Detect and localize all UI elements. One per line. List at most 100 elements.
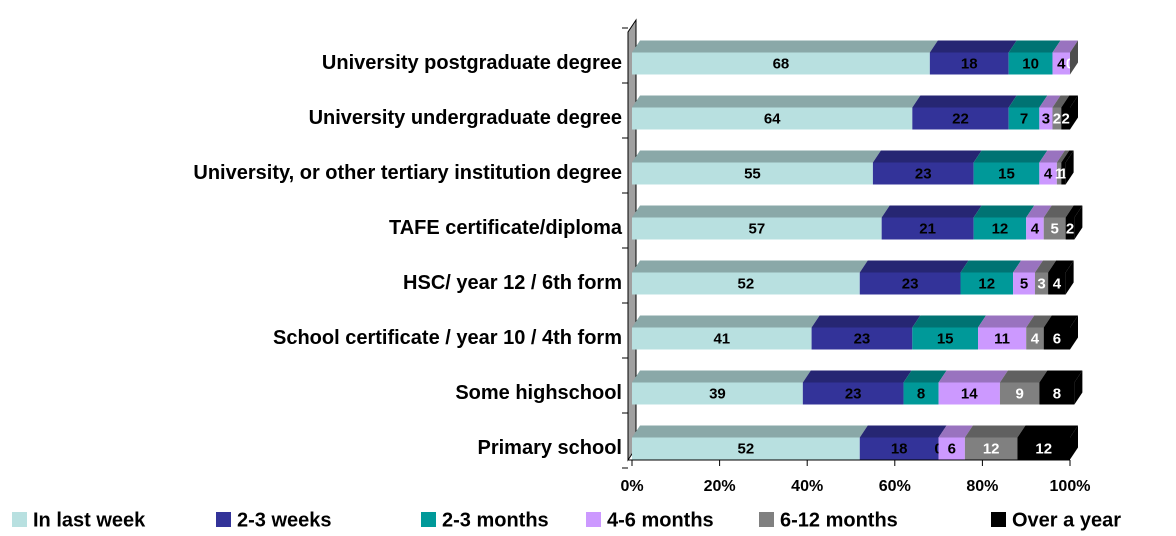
bar <box>1061 162 1066 185</box>
bar-depth <box>872 150 982 163</box>
bar <box>1039 382 1075 405</box>
bar <box>1052 107 1062 130</box>
value-label: 12 <box>1035 440 1052 457</box>
value-label: 4 <box>1057 55 1066 72</box>
bar-side <box>1065 260 1074 295</box>
bar-depth <box>1026 315 1052 328</box>
legend-swatch <box>12 512 27 527</box>
bar-depth <box>973 150 1048 163</box>
bar-depth <box>960 260 1022 273</box>
bar-depth <box>1048 260 1074 273</box>
value-label: 2 <box>1053 110 1061 127</box>
category-label: University postgraduate degree <box>322 52 622 74</box>
bar-side <box>1074 370 1083 405</box>
bar-depth <box>912 95 1017 108</box>
bar-depth <box>912 315 987 328</box>
bar-depth <box>1065 205 1083 218</box>
value-label: 68 <box>773 55 790 72</box>
value-label: 23 <box>902 275 919 292</box>
value-label: 4 <box>1053 275 1062 292</box>
value-label: 8 <box>917 385 925 402</box>
bar <box>1061 107 1070 130</box>
value-label: 21 <box>919 220 936 237</box>
bar <box>1008 52 1053 75</box>
value-label: 5 <box>1050 220 1058 237</box>
legend-swatch <box>991 512 1006 527</box>
value-label: 4 <box>1044 165 1053 182</box>
bar-depth <box>1043 205 1074 218</box>
bar-depth <box>1043 315 1078 328</box>
bar <box>632 437 860 460</box>
bar <box>632 272 860 295</box>
value-label: 41 <box>713 330 730 347</box>
value-label: 18 <box>961 55 978 72</box>
bar-depth <box>973 205 1035 218</box>
legend-label: Over a year <box>1012 509 1121 531</box>
bar-depth <box>964 425 1026 438</box>
value-label: 11 <box>994 330 1010 347</box>
value-label: 1 <box>1055 165 1063 182</box>
bar <box>1052 52 1070 75</box>
value-label: 55 <box>744 165 761 182</box>
bar-depth <box>1061 150 1074 163</box>
bar <box>964 437 1018 460</box>
bar-depth <box>1052 95 1070 108</box>
bar <box>999 382 1040 405</box>
category-label: Some highschool <box>455 382 622 404</box>
bar <box>1026 327 1044 350</box>
category-label: School certificate / year 10 / 4th form <box>273 327 622 349</box>
bar-side <box>1065 150 1074 185</box>
bar-depth <box>1039 150 1065 163</box>
bar-side <box>1070 425 1078 460</box>
bar-depth <box>938 425 973 438</box>
value-label: 8 <box>1053 385 1061 402</box>
bar <box>978 327 1027 350</box>
bar-depth <box>881 205 982 218</box>
value-label: 2 <box>1061 110 1069 127</box>
bar <box>632 162 873 185</box>
value-label: 12 <box>978 275 995 292</box>
value-label: 52 <box>738 440 755 457</box>
value-label: 23 <box>854 330 871 347</box>
value-label: 6 <box>948 440 956 457</box>
bar <box>1017 437 1070 460</box>
bar <box>632 107 913 130</box>
bar <box>903 382 939 405</box>
category-label: University undergraduate degree <box>309 107 622 129</box>
bar <box>1026 217 1044 240</box>
bar <box>912 107 1009 130</box>
bar <box>1056 162 1062 185</box>
bar-depth <box>632 260 868 273</box>
bar-depth <box>1034 260 1057 273</box>
legend-swatch <box>216 512 231 527</box>
value-label: 14 <box>961 385 978 402</box>
legend-label: 2-3 weeks <box>237 509 332 531</box>
bar-depth <box>859 260 969 273</box>
value-label: 3 <box>1042 110 1050 127</box>
bar <box>960 272 1014 295</box>
value-label: 4 <box>1031 330 1040 347</box>
bar-depth <box>1008 40 1061 53</box>
bar-depth <box>859 425 947 438</box>
x-tick-label: 60% <box>879 478 911 495</box>
value-label: 10 <box>1022 55 1039 72</box>
bar-depth <box>632 205 890 218</box>
bar <box>1043 217 1066 240</box>
value-label: 15 <box>937 330 954 347</box>
value-label: 57 <box>748 220 765 237</box>
bar <box>1039 162 1057 185</box>
bar-depth <box>1056 150 1070 163</box>
bar-depth <box>1017 425 1078 438</box>
legend-label: 6-12 months <box>780 509 898 531</box>
bar <box>881 217 974 240</box>
bar-depth <box>1039 95 1061 108</box>
bar-depth <box>903 370 947 383</box>
value-label: 9 <box>1015 385 1023 402</box>
bar-side <box>1074 205 1083 240</box>
value-label: 7 <box>1020 110 1028 127</box>
bar <box>802 382 904 405</box>
value-label: 23 <box>915 165 932 182</box>
x-tick-label: 40% <box>791 478 823 495</box>
bar <box>1043 327 1070 350</box>
bar-depth <box>929 40 1017 53</box>
